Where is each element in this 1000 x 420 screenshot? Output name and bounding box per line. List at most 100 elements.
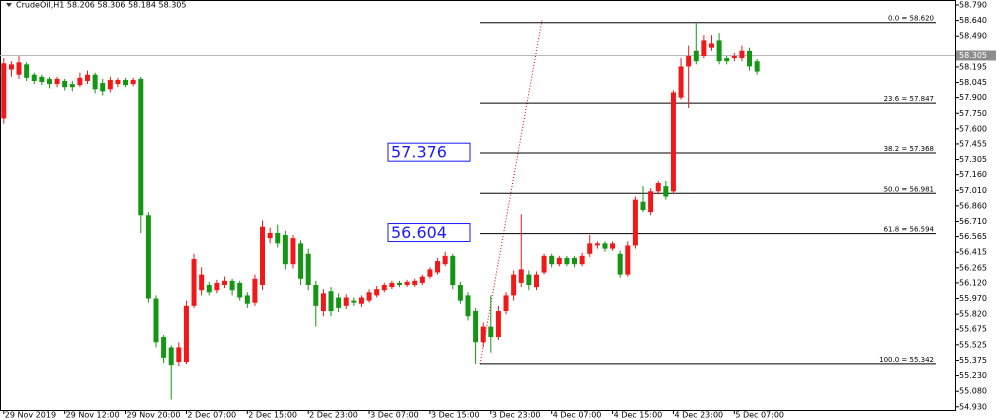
candle-body	[473, 311, 479, 343]
candle-body	[298, 243, 304, 279]
candle-body	[450, 255, 456, 286]
candle-body	[625, 245, 631, 275]
candle-body	[275, 232, 281, 244]
y-tick-label: 57.750	[959, 109, 987, 118]
x-tick-label: 2 Dec 07:00	[187, 411, 236, 420]
fib-label: 23.6 = 57.847	[884, 95, 934, 103]
current-price-label: 58.305	[959, 51, 987, 60]
candle-body	[617, 253, 623, 275]
fib-label: 50.0 = 56.981	[884, 185, 934, 193]
y-tick-label: 58.640	[959, 16, 987, 25]
candle-body	[8, 64, 14, 70]
candle-body	[237, 282, 243, 298]
candle-body	[290, 238, 296, 265]
candle-body	[62, 80, 68, 88]
candle-body	[343, 297, 349, 306]
y-tick-label: 56.710	[959, 217, 987, 226]
candle-body	[655, 182, 661, 192]
x-tick-label: 29 Nov 12:00	[66, 411, 120, 420]
candle-body	[526, 274, 532, 286]
candle-body	[724, 58, 730, 62]
y-tick-label: 57.900	[959, 93, 987, 102]
candle-body	[488, 326, 494, 338]
x-tick-label: 4 Dec 15:00	[614, 411, 663, 420]
candle-body	[206, 285, 212, 293]
x-tick-label: 4 Dec 07:00	[553, 411, 602, 420]
candle-body	[716, 40, 722, 62]
candle-body	[754, 61, 760, 72]
candle-body	[100, 83, 106, 92]
candle-body	[533, 274, 539, 288]
x-tick-label: 4 Dec 23:00	[674, 411, 723, 420]
candle-body	[282, 235, 288, 265]
y-tick-label: 55.970	[959, 294, 987, 303]
candle-body	[267, 232, 273, 239]
fib-label: 61.8 = 56.594	[884, 226, 935, 234]
candle-body	[389, 282, 395, 288]
candle-body	[115, 79, 121, 85]
y-tick-label: 55.375	[959, 356, 987, 365]
candle-body	[92, 74, 98, 90]
y-tick-label: 56.120	[959, 278, 987, 287]
x-tick-label: 3 Dec 07:00	[370, 411, 419, 420]
x-tick-label: 3 Dec 23:00	[492, 411, 541, 420]
candle-body	[549, 255, 555, 265]
candle-body	[191, 258, 197, 306]
x-tick-label: 2 Dec 23:00	[309, 411, 358, 420]
candle-body	[107, 79, 113, 90]
plot-frame	[0, 0, 956, 411]
candle-body	[161, 337, 167, 358]
candle-body	[16, 62, 22, 75]
candle-body	[404, 281, 410, 286]
annotation-label: 57.376	[391, 143, 447, 162]
candle-body	[731, 56, 737, 59]
candle-body	[381, 285, 387, 291]
candle-body	[686, 56, 692, 67]
y-tick-label: 55.230	[959, 371, 987, 380]
candle-body	[503, 295, 509, 312]
y-tick-label: 58.490	[959, 32, 987, 41]
candle-body	[739, 50, 745, 59]
candle-body	[602, 243, 608, 249]
candle-body	[708, 43, 714, 48]
candle-body	[336, 297, 342, 308]
candle-body	[397, 282, 403, 286]
y-tick-label: 57.455	[959, 139, 987, 148]
y-tick-label: 55.080	[959, 387, 987, 396]
candle-body	[374, 289, 380, 296]
candle-body	[442, 255, 448, 265]
fib-label: 100.0 = 55.342	[879, 356, 934, 364]
candle-body	[39, 76, 45, 83]
candle-body	[244, 295, 250, 304]
candle-body	[130, 79, 136, 85]
candle-body	[305, 253, 311, 286]
candle-body	[366, 292, 372, 301]
candle-body	[670, 92, 676, 192]
candle-body	[427, 269, 433, 277]
y-tick-label: 55.525	[959, 340, 987, 349]
candle-body	[77, 77, 83, 86]
candle-body	[579, 255, 585, 265]
candle-body	[46, 78, 52, 85]
annotation-box	[387, 142, 471, 162]
candle-body	[632, 199, 638, 246]
candle-body	[145, 215, 151, 299]
candle-body	[69, 84, 75, 88]
y-tick-label: 57.160	[959, 170, 987, 179]
candle-body	[54, 78, 60, 85]
candle-body	[199, 274, 205, 291]
candle-body	[123, 79, 129, 86]
candle-body	[663, 186, 669, 197]
candle-body	[640, 201, 646, 211]
candle-body	[701, 40, 707, 57]
menu-icon	[6, 3, 12, 7]
candle-body	[313, 285, 319, 306]
y-tick-label: 57.305	[959, 155, 987, 164]
candle-body	[183, 305, 189, 363]
annotation-box	[387, 223, 471, 243]
y-tick-label: 58.195	[959, 62, 987, 71]
x-tick-label: 29 Nov 20:00	[127, 411, 181, 420]
